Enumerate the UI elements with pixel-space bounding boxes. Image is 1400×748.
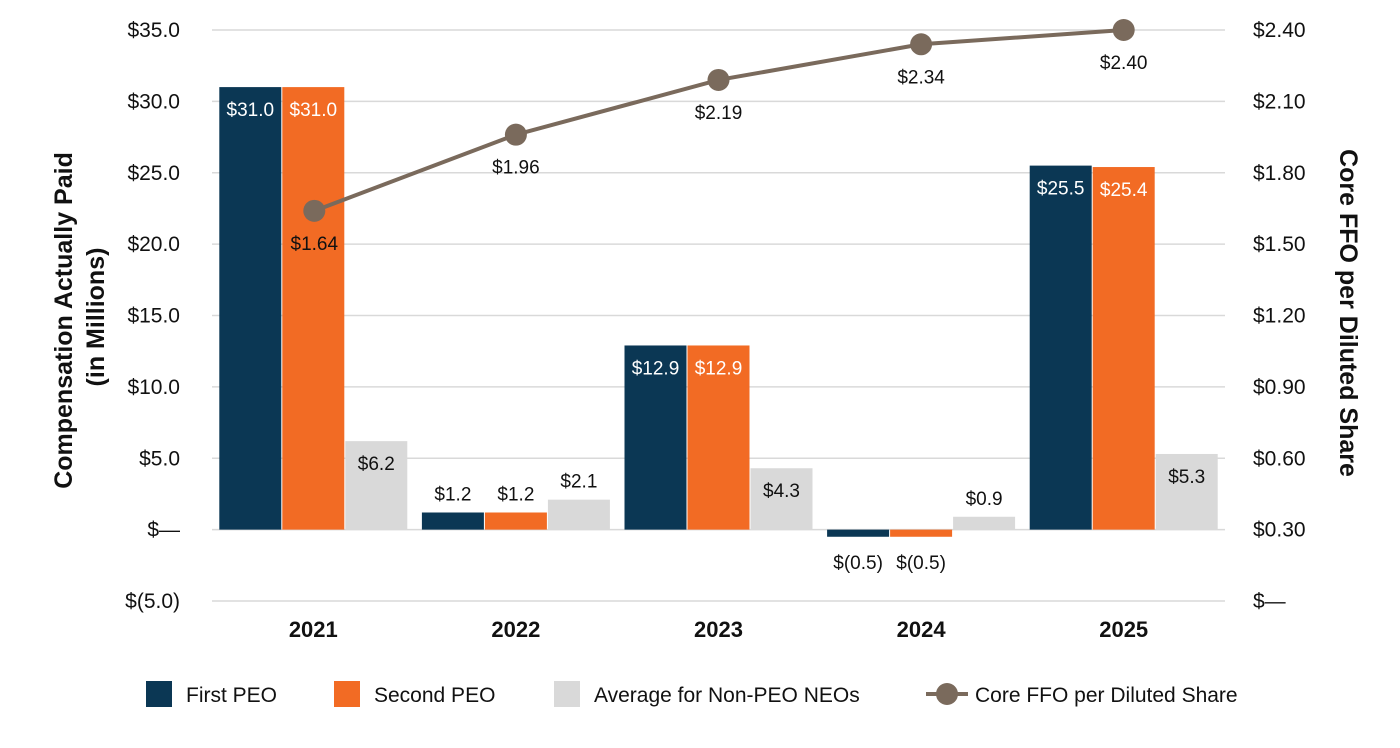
y2-tick-label: $1.80 [1253, 162, 1306, 185]
line-data-label: $2.40 [1100, 53, 1148, 74]
bar-data-label: $31.0 [227, 100, 275, 121]
y-tick-label: $25.0 [127, 162, 180, 185]
bar-data-label: $2.1 [560, 472, 597, 493]
left-axis-title: Compensation Actually Paid (in Millions) [50, 145, 110, 489]
y2-tick-label: $1.20 [1253, 305, 1306, 328]
legend-marker [936, 683, 958, 705]
bar-data-label: $(0.5) [896, 553, 946, 574]
line-point [1112, 19, 1135, 41]
bar [219, 87, 282, 530]
legend-swatch [146, 681, 172, 707]
x-tick-label: 2021 [289, 617, 338, 642]
y-tick-label: $20.0 [127, 233, 180, 256]
bar-data-label: $1.2 [434, 484, 471, 505]
bar-data-label: $6.2 [358, 454, 395, 475]
y2-tick-label: $0.30 [1253, 519, 1306, 542]
line-point [707, 68, 730, 91]
bar-data-label: $0.9 [966, 489, 1003, 510]
x-tick-label: 2022 [491, 617, 540, 642]
bar [1092, 167, 1155, 530]
y-tick-label: $— [147, 519, 180, 542]
bar [890, 529, 953, 537]
right-axis-title: Core FFO per Diluted Share [1334, 149, 1362, 477]
x-tick-label: 2023 [694, 617, 743, 642]
left-axis-title-line-1: Compensation Actually Paid [50, 152, 78, 489]
y-tick-label: $15.0 [127, 305, 180, 328]
y2-tick-label: $2.10 [1253, 90, 1306, 113]
bar [547, 499, 610, 530]
ffo-line: $1.64 $1.96 $2.19 $2.34 $2.40 [291, 19, 1148, 255]
line-data-label: $1.64 [291, 234, 339, 255]
bar [1029, 165, 1092, 530]
bar-data-label: $25.4 [1100, 180, 1148, 201]
legend-label: Average for Non-PEO NEOs [594, 684, 860, 707]
y-tick-label: $10.0 [127, 376, 180, 399]
bar [345, 441, 408, 530]
bar [282, 87, 345, 530]
category-axis-labels: 2021 2022 2023 2024 2025 [289, 617, 1148, 642]
legend: First PEO Second PEO Average for Non-PEO N… [146, 681, 1238, 707]
y-tick-label: $35.0 [127, 19, 180, 42]
bar-data-label: $31.0 [290, 100, 338, 121]
line-point [504, 123, 527, 146]
y-tick-label: $(5.0) [125, 590, 180, 613]
legend-label: First PEO [186, 684, 277, 707]
bar-data-label: $12.9 [695, 358, 743, 379]
bar-data-labels: $31.0 $1.2 $12.9 $(0.5) $25.5 $31.0 $1.2 $12.9 $… [227, 100, 1206, 574]
legend-swatch [334, 681, 360, 707]
bars [219, 87, 1218, 537]
bar-data-label: $5.3 [1168, 467, 1205, 488]
y-tick-label: $30.0 [127, 90, 180, 113]
left-axis-ticks: $35.0 $30.0 $25.0 $20.0 $15.0 $10.0 $5.0 $— $(5.… [125, 19, 180, 613]
x-tick-label: 2025 [1099, 617, 1148, 642]
bar [827, 529, 890, 537]
bar [1155, 453, 1218, 530]
y2-tick-label: $— [1253, 590, 1286, 613]
line-data-label: $2.34 [897, 67, 945, 88]
y-tick-label: $5.0 [139, 447, 180, 470]
left-axis-title-line-2: (in Millions) [82, 248, 110, 387]
line-point [303, 199, 326, 222]
line-data-label: $2.19 [695, 103, 743, 124]
bar-data-label: $(0.5) [833, 553, 883, 574]
bar [750, 468, 813, 530]
legend-label: Core FFO per Diluted Share [975, 684, 1238, 707]
bar-data-label: $12.9 [632, 358, 680, 379]
legend-swatch [554, 681, 580, 707]
bar [484, 512, 547, 530]
y2-tick-label: $0.90 [1253, 376, 1306, 399]
bar [687, 345, 750, 530]
bar [953, 516, 1016, 530]
bar-data-label: $4.3 [763, 481, 800, 502]
y2-tick-label: $1.50 [1253, 233, 1306, 256]
bar [624, 345, 687, 530]
x-tick-label: 2024 [897, 617, 947, 642]
y2-tick-label: $0.60 [1253, 447, 1306, 470]
y2-tick-label: $2.40 [1253, 19, 1306, 42]
bar-data-label: $25.5 [1037, 179, 1085, 200]
right-axis-ticks: $2.40 $2.10 $1.80 $1.50 $1.20 $0.90 $0.60 $0.30… [1253, 19, 1306, 613]
bar [421, 512, 484, 530]
line-point [910, 33, 933, 56]
line-data-label: $1.96 [492, 158, 540, 179]
legend-label: Second PEO [374, 684, 495, 707]
bar-data-label: $1.2 [497, 484, 534, 505]
